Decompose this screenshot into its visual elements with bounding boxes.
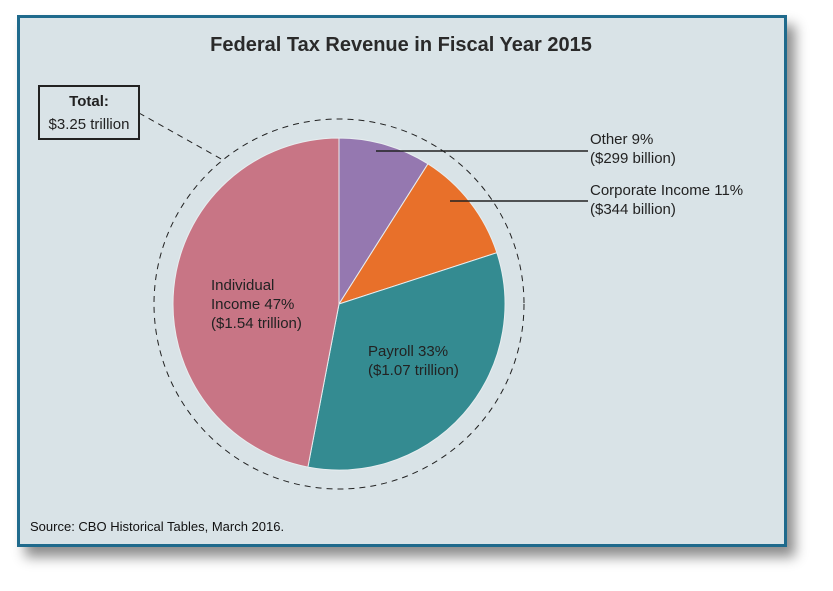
slice-label: Individual	[211, 277, 274, 294]
pie-slice-payroll	[307, 252, 506, 471]
total-label: Total:	[69, 93, 109, 110]
total-box	[38, 85, 140, 140]
slice-label: ($344 billion)	[590, 201, 676, 218]
slice-label: Other 9%	[590, 131, 653, 148]
total-dashed-circle	[153, 118, 525, 490]
slice-label: Corporate Income 11%	[590, 182, 743, 199]
slice-label: Income 47%	[211, 296, 294, 313]
chart-title: Federal Tax Revenue in Fiscal Year 2015	[210, 34, 592, 56]
slice-label: ($1.54 trillion)	[211, 315, 302, 332]
source-note: Source: CBO Historical Tables, March 201…	[30, 519, 284, 534]
total-leader-line	[138, 112, 224, 161]
pie-slice-other	[338, 137, 429, 306]
pie-slice-corporate-income	[337, 163, 498, 305]
slice-label: ($299 billion)	[590, 150, 676, 167]
pie-slice-individual-income	[172, 137, 340, 468]
total-value: $3.25 trillion	[49, 116, 130, 133]
slice-label: Payroll 33%	[368, 343, 448, 360]
slice-label: ($1.07 trillion)	[368, 362, 459, 379]
